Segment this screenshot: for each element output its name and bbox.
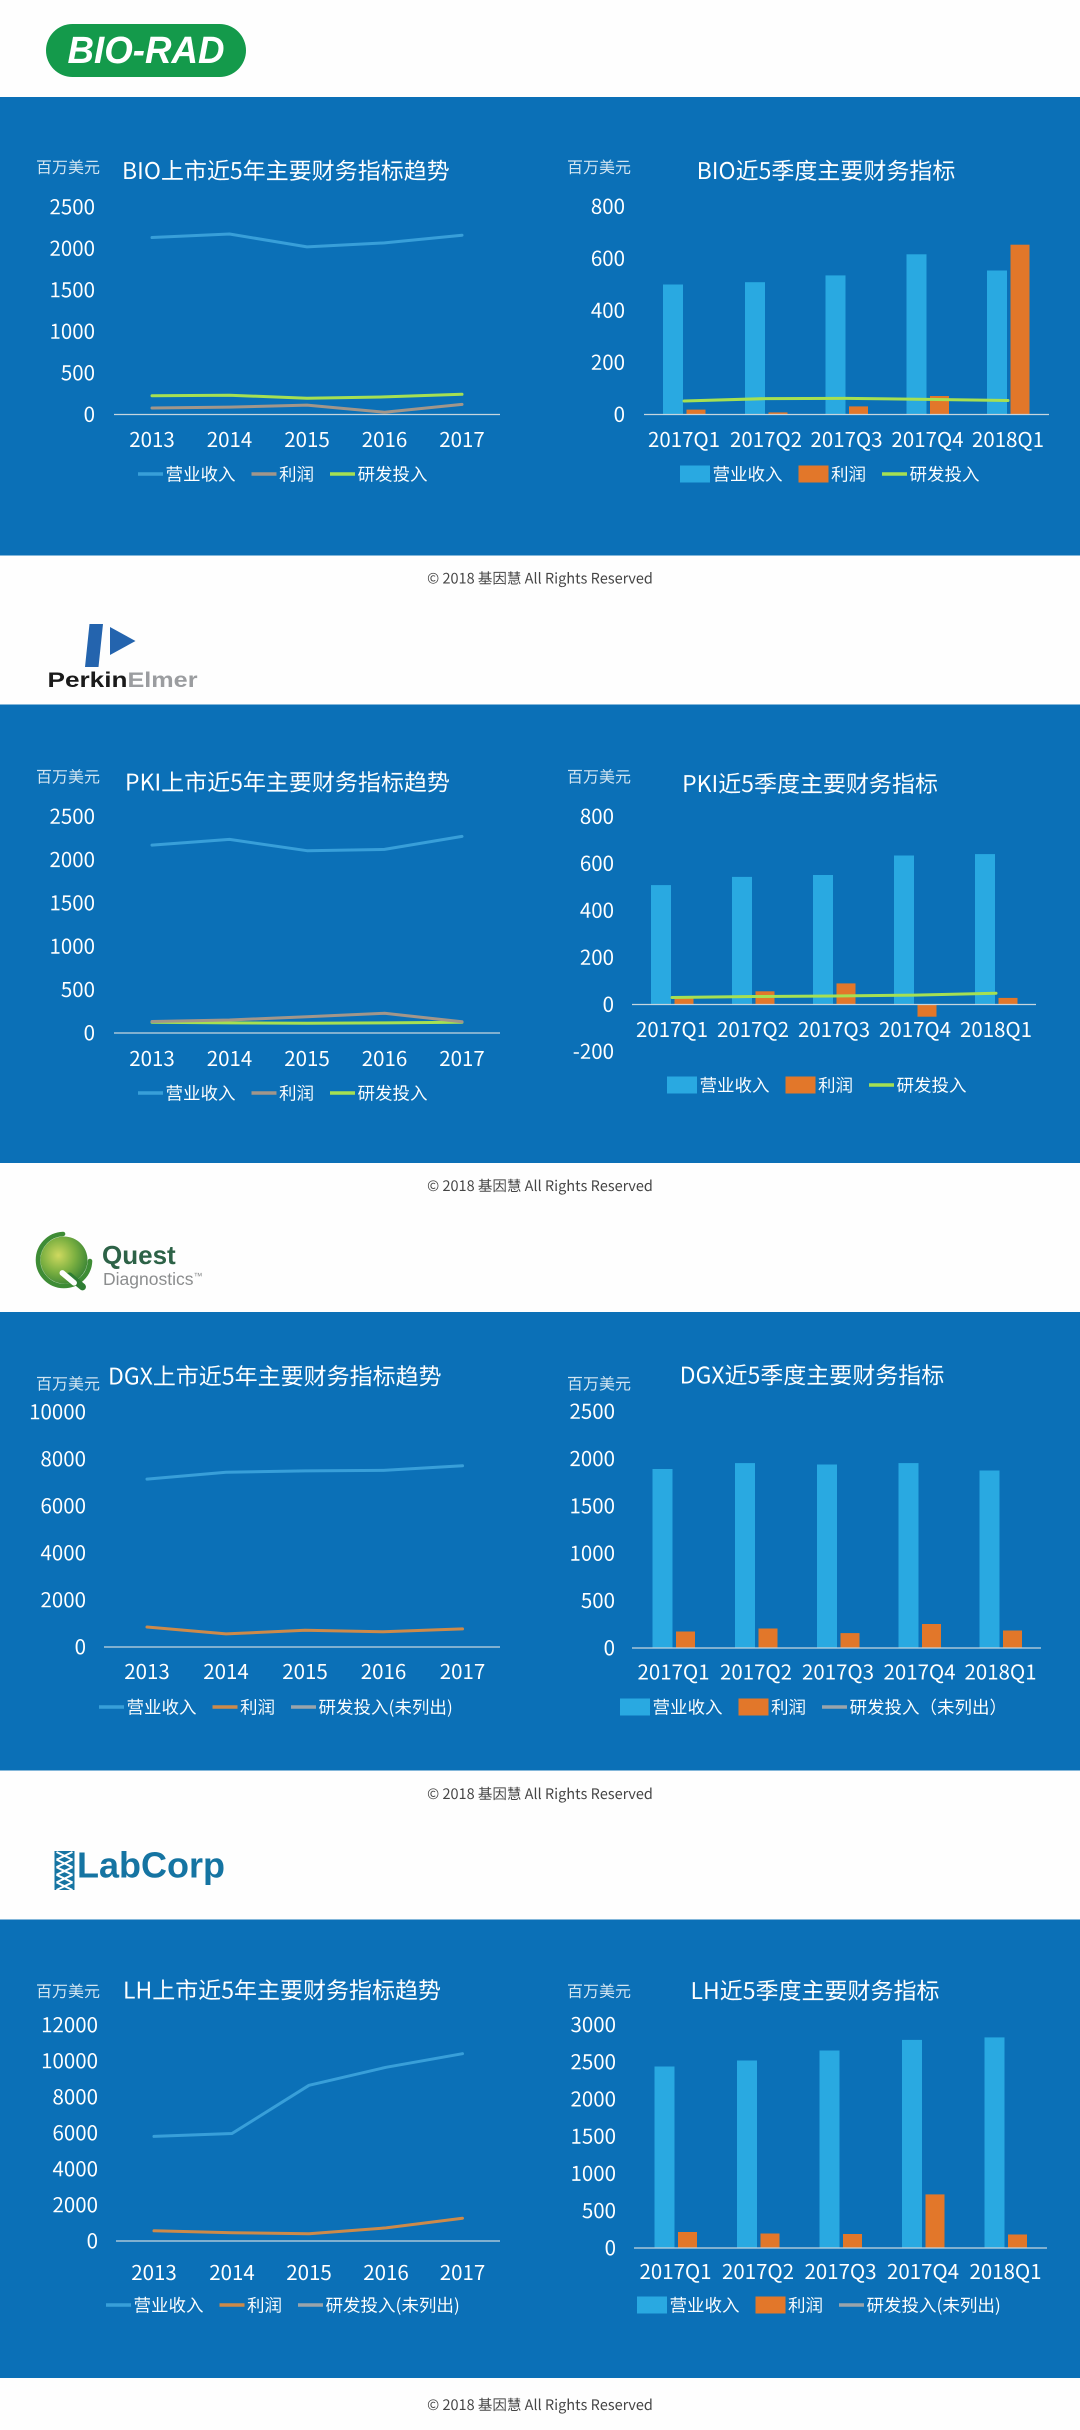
- svg-text:LabCorp: LabCorp: [77, 1845, 225, 1886]
- svg-text:Elmer: Elmer: [128, 668, 199, 692]
- svg-text:BIO-RAD: BIO-RAD: [68, 30, 225, 72]
- svg-text:Diagnostics™: Diagnostics™: [103, 1269, 202, 1289]
- svg-text:Perkin: Perkin: [48, 668, 128, 692]
- svg-text:Quest: Quest: [102, 1240, 176, 1270]
